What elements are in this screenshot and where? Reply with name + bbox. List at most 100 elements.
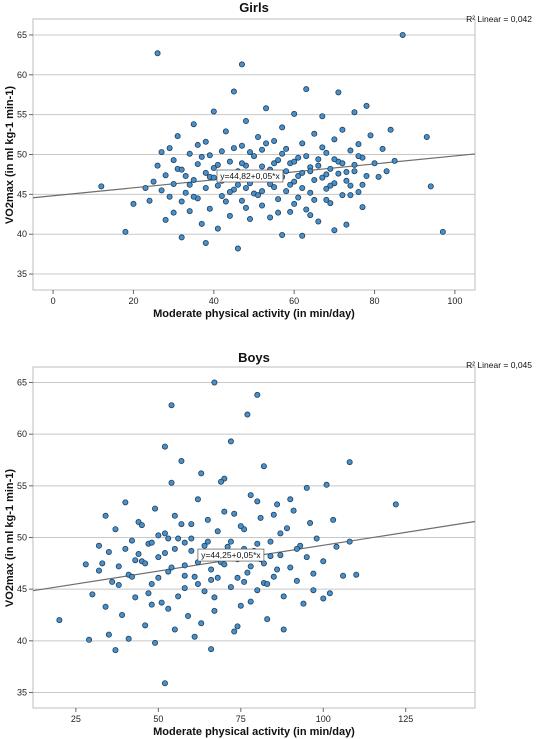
boys-data-point	[135, 551, 142, 558]
boys-data-point	[204, 516, 211, 523]
boys-data-point	[161, 443, 168, 450]
girls-data-point	[331, 156, 338, 163]
girls-data-point	[347, 182, 354, 189]
boys-x-ticks: 25 50 75 100 125	[71, 708, 413, 724]
girls-data-point	[331, 136, 338, 143]
girls-x-axis-label: Moderate physical activity (in min/day)	[153, 308, 355, 320]
boys-data-point	[346, 538, 353, 545]
girls-data-point	[222, 198, 229, 205]
girls-data-point	[154, 162, 161, 169]
girls-fit-equation-box	[216, 169, 284, 183]
boys-data-point	[277, 552, 284, 559]
boys-x-tick-label: 50	[153, 714, 163, 724]
girls-data-point	[291, 110, 298, 117]
boys-data-point	[254, 391, 261, 398]
girls-data-point	[291, 200, 298, 207]
boys-data-point	[274, 566, 281, 573]
girls-x-tick-label: 60	[289, 296, 299, 306]
girls-data-point	[319, 144, 326, 151]
boys-data-point	[300, 600, 307, 607]
boys-data-point	[112, 647, 119, 654]
boys-data-point	[320, 595, 327, 602]
boys-data-point	[310, 570, 317, 577]
girls-data-point	[295, 154, 302, 161]
girls-y-tick-label: 55	[17, 110, 27, 120]
boys-data-point	[247, 492, 254, 499]
girls-data-point	[323, 149, 330, 156]
boys-data-point	[198, 470, 205, 477]
girls-y-axis-label: VO2max (in ml kg-1 min-1)	[4, 86, 16, 224]
girls-data-point	[242, 184, 249, 191]
girls-data-point	[246, 149, 253, 156]
boys-data-point	[155, 554, 162, 561]
girls-data-point	[379, 145, 386, 152]
boys-data-point	[168, 564, 175, 571]
boys-data-point	[353, 571, 360, 578]
girls-data-point	[363, 173, 370, 180]
girls-fit-equation: y=44,82+0,05*x	[216, 169, 284, 183]
girls-data-point	[174, 133, 181, 140]
girls-data-point	[311, 177, 318, 184]
boys-data-point	[198, 620, 205, 627]
girls-y-tick-label: 60	[17, 70, 27, 80]
boys-data-point	[227, 438, 234, 445]
girls-data-point	[255, 133, 262, 140]
girls-data-point	[246, 216, 253, 223]
girls-data-point	[250, 153, 257, 160]
boys-data-point	[287, 496, 294, 503]
girls-data-point	[287, 208, 294, 215]
girls-x-tick-label: 40	[209, 296, 219, 306]
girls-data-point	[190, 177, 197, 184]
boys-data-point	[168, 402, 175, 409]
girls-data-point	[339, 160, 346, 167]
girls-data-point	[162, 172, 169, 179]
boys-data-point	[181, 562, 188, 569]
boys-data-point	[303, 484, 310, 491]
girls-data-point	[307, 189, 314, 196]
girls-data-point	[355, 153, 362, 160]
boys-data-point	[95, 567, 102, 574]
boys-data-point	[165, 568, 172, 575]
boys-title: Boys	[238, 350, 270, 365]
girls-data-point	[423, 133, 430, 140]
boys-data-point	[191, 573, 198, 580]
girls-data-point	[238, 197, 245, 204]
girls-data-point	[327, 200, 334, 207]
girls-data-point	[194, 161, 201, 168]
boys-data-point	[227, 538, 234, 545]
boys-grid	[33, 382, 475, 693]
girls-data-point	[327, 165, 334, 172]
boys-data-point	[254, 587, 261, 594]
boys-data-point	[138, 522, 145, 529]
boys-y-tick-label: 45	[17, 584, 27, 594]
girls-data-point	[323, 185, 330, 192]
boys-data-point	[267, 553, 274, 560]
girls-data-point	[275, 157, 282, 164]
girls-data-point	[375, 173, 382, 180]
girls-data-point	[146, 197, 153, 204]
girls-data-point	[339, 192, 346, 199]
girls-data-point	[182, 173, 189, 180]
girls-data-point	[190, 193, 197, 200]
girls-data-point	[226, 188, 233, 195]
boys-data-point	[254, 498, 261, 505]
boys-data-point	[313, 535, 320, 542]
boys-data-point	[194, 581, 201, 588]
girls-data-point	[339, 126, 346, 133]
girls-data-point	[142, 184, 149, 191]
boys-data-point	[152, 639, 159, 646]
boys-data-point	[310, 587, 317, 594]
girls-data-point	[186, 208, 193, 215]
girls-data-point	[178, 234, 185, 241]
girls-data-point	[383, 168, 390, 175]
girls-x-tick-label: 20	[128, 296, 138, 306]
girls-data-point	[315, 218, 322, 225]
girls-data-point	[198, 153, 205, 160]
girls-y-tick-label: 45	[17, 189, 27, 199]
girls-x-tick-label: 80	[370, 296, 380, 306]
boys-data-point	[211, 594, 218, 601]
girls-data-point	[166, 193, 173, 200]
girls-data-point	[323, 196, 330, 203]
boys-data-point	[132, 557, 139, 564]
girls-data-point	[359, 204, 366, 211]
